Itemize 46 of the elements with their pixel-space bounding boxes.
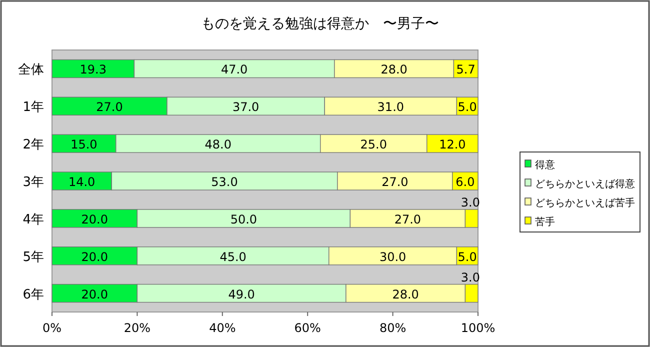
data-label: 50.0 xyxy=(230,212,258,226)
data-label: 27.0 xyxy=(382,175,408,189)
y-tick-label: 3年 xyxy=(22,175,44,190)
data-label: 5.0 xyxy=(458,250,477,264)
data-label: 14.0 xyxy=(68,175,96,189)
data-label: 3.0 xyxy=(460,195,480,210)
x-tick-label: 80% xyxy=(379,321,406,335)
data-label: 37.0 xyxy=(232,100,260,114)
data-label: 25.0 xyxy=(360,138,387,152)
data-label: 5.7 xyxy=(456,62,476,77)
data-label: 20.0 xyxy=(81,287,108,302)
data-label: 6.0 xyxy=(456,175,475,189)
x-tick-label: 40% xyxy=(209,321,236,335)
y-tick-label: 6年 xyxy=(22,287,44,302)
data-label: 28.0 xyxy=(392,287,419,302)
data-label: 19.3 xyxy=(80,62,106,77)
data-label: 20.0 xyxy=(81,212,108,226)
legend-label: どちらかといえば苦手 xyxy=(535,197,635,209)
y-tick-label: 2年 xyxy=(22,138,44,153)
y-tick-label: 4年 xyxy=(22,212,44,228)
x-tick-label: 0% xyxy=(42,321,62,335)
data-label: 3.0 xyxy=(460,270,480,284)
data-label: 20.0 xyxy=(81,250,108,264)
data-label: 53.0 xyxy=(211,175,238,189)
data-label: 12.0 xyxy=(439,138,466,152)
data-label: 30.0 xyxy=(379,250,406,264)
data-label: 5.0 xyxy=(458,100,477,114)
chart-title: ものを覚える勉強は得意か 〜男子〜 xyxy=(201,16,439,32)
data-label: 27.0 xyxy=(394,212,422,226)
data-label: 47.0 xyxy=(220,62,248,77)
data-label: 27.0 xyxy=(96,100,123,114)
data-label: 15.0 xyxy=(70,138,98,152)
y-tick-label: 5年 xyxy=(22,250,44,265)
x-tick-label: 20% xyxy=(124,321,151,335)
x-tick-label: 100% xyxy=(460,321,496,335)
data-label: 28.0 xyxy=(380,62,408,77)
legend-label: 苦手 xyxy=(535,216,555,228)
x-tick-label: 60% xyxy=(294,321,321,335)
legend-label: 得意 xyxy=(535,159,555,171)
y-tick-label: 全体 xyxy=(18,62,44,78)
data-label: 48.0 xyxy=(204,138,232,152)
y-tick-label: 1年 xyxy=(22,100,44,116)
data-label: 45.0 xyxy=(220,250,246,264)
data-label: 49.0 xyxy=(228,287,255,302)
data-label: 31.0 xyxy=(377,100,404,114)
legend-label: どちらかといえば得意 xyxy=(535,178,635,190)
